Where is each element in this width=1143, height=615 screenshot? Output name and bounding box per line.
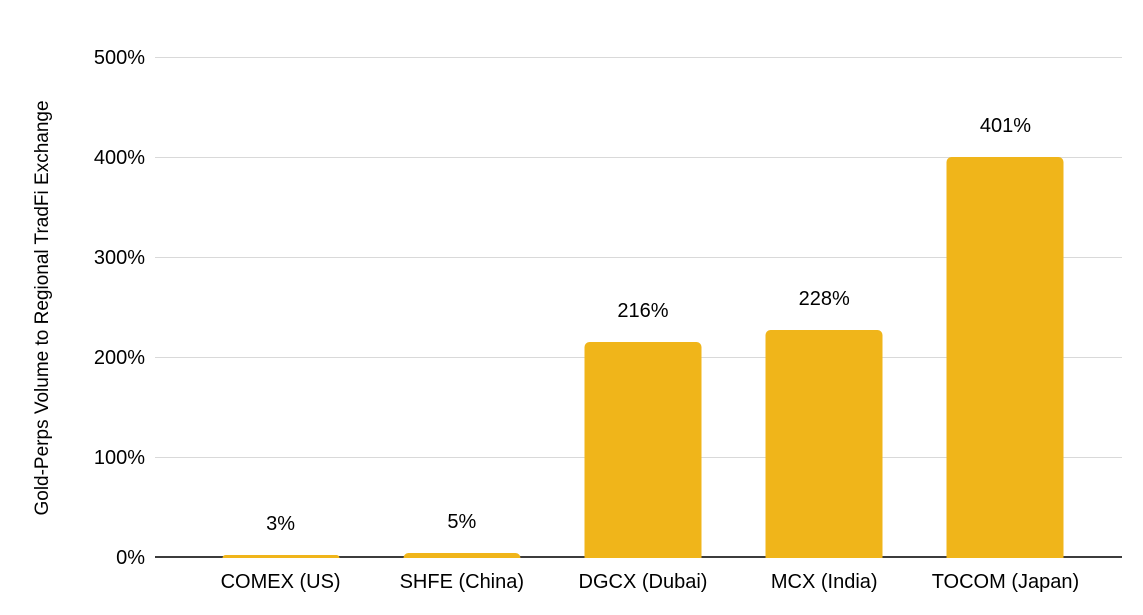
bar-value-label: 401% <box>979 115 1031 137</box>
bars-row: 3% 5% 216% 228% 401% <box>190 58 1096 558</box>
y-axis-tick-label: 500% <box>93 47 145 69</box>
x-axis-category-label: SHFE (China) <box>399 571 525 593</box>
gridline <box>155 257 1122 258</box>
y-axis: 0% 100% 200% 300% 400% 500% <box>0 0 145 615</box>
x-axis: COMEX (US) SHFE (China) DGCX (Dubai) MCX (I… <box>190 570 1096 595</box>
y-axis-tick-label: 0% <box>116 547 145 569</box>
y-axis-tick-label: 100% <box>93 447 145 469</box>
bar[interactable] <box>222 555 340 558</box>
x-axis-category-label: DGCX (Dubai) <box>578 571 708 593</box>
y-axis-tick-label: 300% <box>93 247 145 269</box>
bar-group: 5% <box>371 58 552 558</box>
bar-group: 216% <box>552 58 733 558</box>
x-axis-category-label: COMEX (US) <box>220 571 341 593</box>
bar-value-label: 3% <box>266 513 296 535</box>
bar-value-label: 216% <box>617 300 669 322</box>
bar[interactable] <box>403 553 521 558</box>
x-axis-category-label: MCX (India) <box>770 571 878 593</box>
bar[interactable] <box>765 330 883 558</box>
bar-value-label: 228% <box>798 288 850 310</box>
bar-group: 228% <box>734 58 915 558</box>
bar-group: 401% <box>915 58 1096 558</box>
x-axis-category-label: TOCOM (Japan) <box>931 571 1080 593</box>
bar-group: 3% <box>190 58 371 558</box>
plot-area: 3% 5% 216% 228% 401% <box>155 57 1122 558</box>
bar-value-label: 5% <box>447 511 477 533</box>
y-axis-tick-label: 200% <box>93 347 145 369</box>
gridline <box>155 57 1122 58</box>
gridline <box>155 157 1122 158</box>
y-axis-tick-label: 400% <box>93 147 145 169</box>
bar[interactable] <box>946 157 1064 558</box>
bar[interactable] <box>584 342 702 558</box>
